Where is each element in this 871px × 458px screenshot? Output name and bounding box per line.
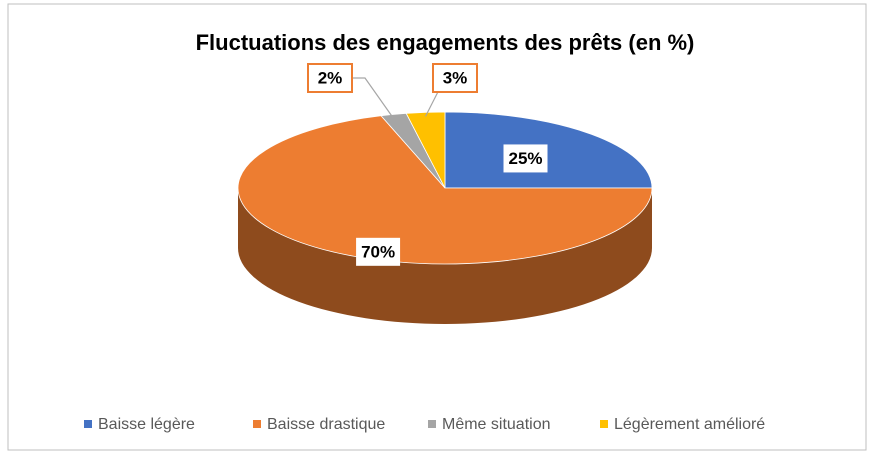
legend-swatch xyxy=(600,420,608,428)
data-label: 25% xyxy=(508,149,542,168)
data-label: 2% xyxy=(318,68,343,87)
label-box xyxy=(307,63,353,93)
chart-title: Fluctuations des engagements des prêts (… xyxy=(196,30,695,55)
slice-side xyxy=(238,188,652,324)
label-box xyxy=(356,237,401,266)
slice xyxy=(237,115,653,265)
legend-swatch xyxy=(253,420,261,428)
data-label: 3% xyxy=(443,68,468,87)
leader-line xyxy=(352,77,395,119)
data-label: 70% xyxy=(361,242,395,261)
legend-swatch xyxy=(84,420,92,428)
label-box xyxy=(432,63,478,93)
legend-label: Baisse légère xyxy=(98,416,195,433)
legend-swatch xyxy=(428,420,436,428)
legend-label: Même situation xyxy=(442,416,551,433)
legend-label: Baisse drastique xyxy=(267,416,385,433)
slice xyxy=(405,111,446,189)
label-box xyxy=(503,144,548,173)
legend-label: Légèrement amélioré xyxy=(614,416,765,433)
slice xyxy=(444,111,653,189)
